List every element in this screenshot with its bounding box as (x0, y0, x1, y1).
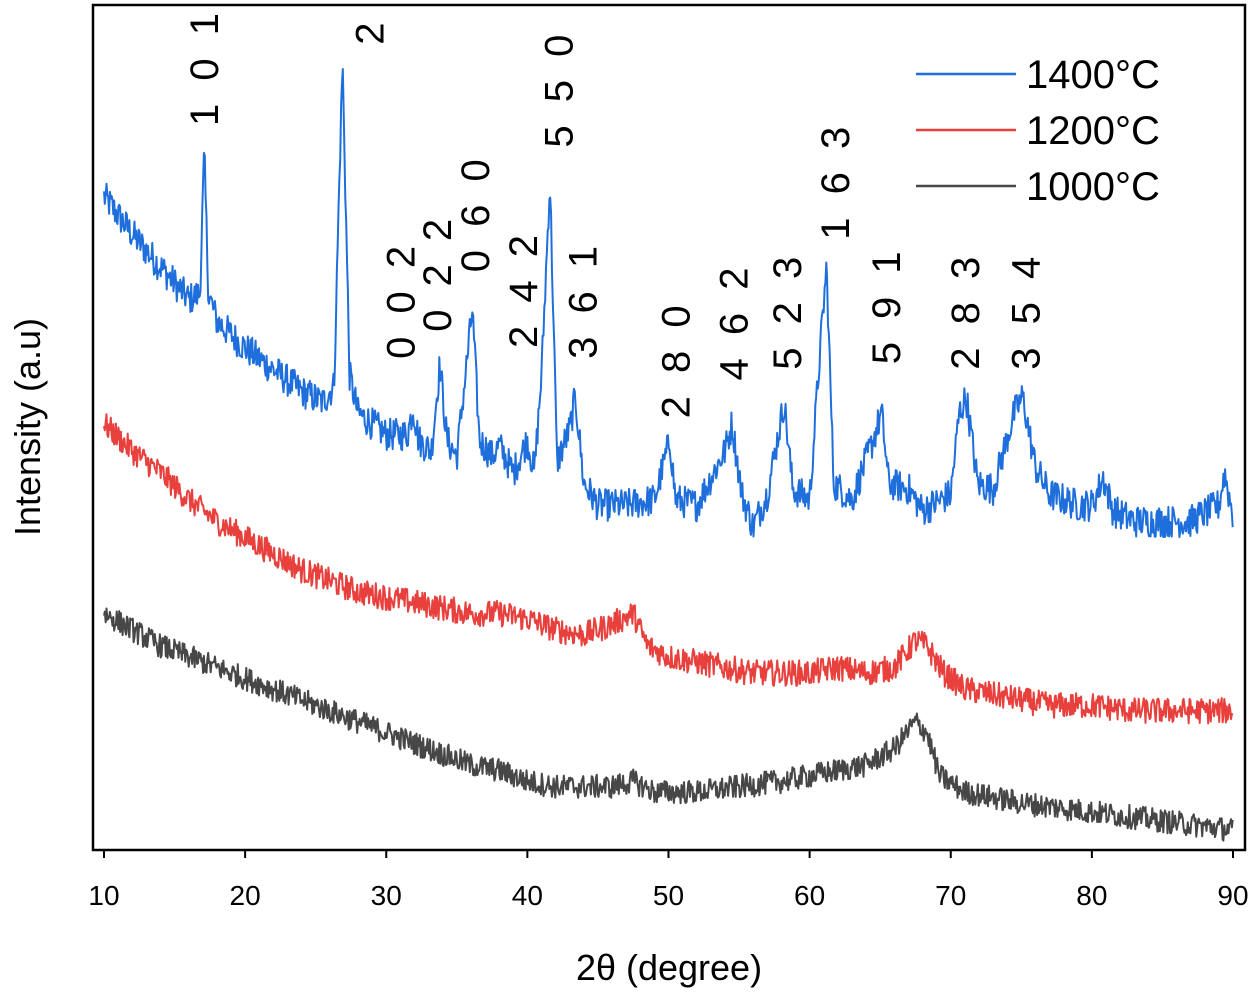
series-line-1 (103, 68, 1234, 539)
peak-label: 2 8 3 (944, 251, 988, 370)
series-line-3 (103, 607, 1234, 842)
legend-label: 1400°C (1026, 53, 1160, 97)
peak-label: 2 8 0 (655, 299, 699, 418)
peak-label: 5 9 1 (865, 245, 909, 364)
x-tick-label: 30 (371, 880, 402, 911)
peak-label: 2 4 2 (502, 229, 546, 348)
series-line-2 (103, 413, 1234, 725)
x-tick-label: 50 (653, 880, 684, 911)
x-tick-label: 60 (794, 880, 825, 911)
legend-label: 1000°C (1026, 165, 1160, 209)
peak-label: 4 6 2 (712, 262, 756, 381)
x-tick-label: 90 (1217, 880, 1248, 911)
peak-label: 0 0 2 (379, 240, 423, 359)
peak-label: 2 4 0 (348, 0, 392, 45)
peak-labels: 1 0 1 2 4 0 0 0 20 2 20 6 02 4 2 5 5 0 3 6 1… (183, 0, 1048, 418)
legend: 1400°C 1200°C 1000°C (916, 53, 1160, 209)
x-tick-label: 40 (512, 880, 543, 911)
x-tick-label: 80 (1076, 880, 1107, 911)
series-lines (103, 68, 1234, 842)
peak-label: 1 6 3 (814, 121, 858, 240)
peak-label: 5 5 0 (537, 29, 581, 148)
x-tick-label: 20 (230, 880, 261, 911)
peak-label: 3 6 1 (561, 240, 605, 359)
legend-label: 1200°C (1026, 109, 1160, 153)
x-axis-title: 2θ (degree) (576, 947, 762, 988)
x-tick-label: 70 (935, 880, 966, 911)
peak-label: 5 2 3 (766, 251, 810, 370)
x-tick-label: 10 (88, 880, 119, 911)
peak-label: 0 6 0 (454, 153, 498, 272)
peak-label: 1 0 1 (183, 7, 227, 126)
peak-label: 0 2 2 (416, 213, 460, 332)
peak-label: 3 5 4 (1005, 251, 1049, 370)
y-axis-title: Intensity (a.u) (7, 318, 48, 536)
x-axis-ticks: 10 20 30 40 50 60 70 80 90 (88, 850, 1249, 911)
